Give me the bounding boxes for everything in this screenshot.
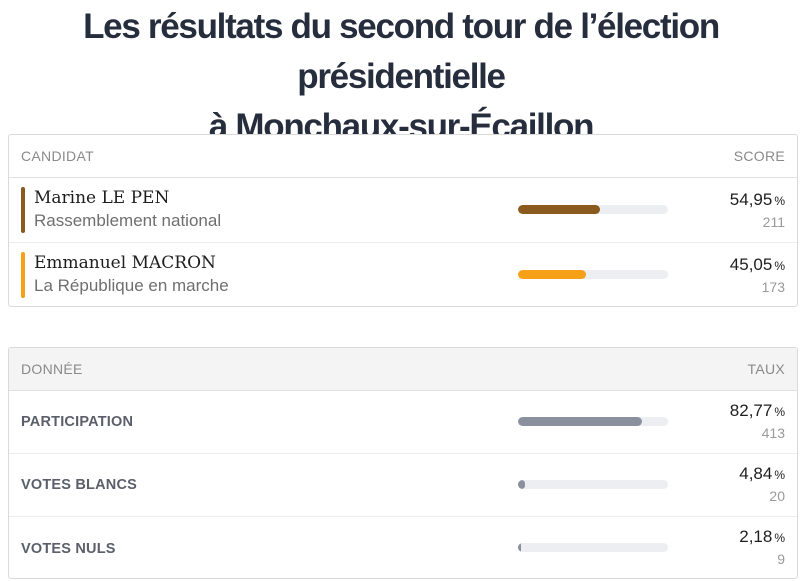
turnout-label: VOTES BLANCS <box>21 477 137 493</box>
candidate-row: Emmanuel MACRON La République en marche … <box>9 243 797 308</box>
turnout-row: VOTES BLANCS 4,84% 20 <box>9 454 797 517</box>
results-header: CANDIDAT SCORE <box>9 135 797 178</box>
turnout-label: PARTICIPATION <box>21 414 134 430</box>
rate-count: 9 <box>777 551 785 567</box>
rate-bar-track <box>518 543 668 552</box>
score-bar-track <box>518 205 668 214</box>
results-table: CANDIDAT SCORE Marine LE PEN Rassembleme… <box>8 134 798 307</box>
rate-count: 20 <box>769 488 785 504</box>
candidate-name: Marine LE PEN <box>34 188 170 208</box>
rate-bar-fill <box>518 543 522 552</box>
vote-count: 211 <box>762 214 785 230</box>
percent-unit: % <box>774 194 785 208</box>
rate-bar-fill <box>518 480 526 489</box>
header-candidat: CANDIDAT <box>21 148 94 164</box>
turnout-table: DONNÉE TAUX PARTICIPATION 82,77% 413 VOT… <box>8 347 798 579</box>
score-bar-fill <box>518 270 586 279</box>
rate-bar-track <box>518 417 668 426</box>
percent-unit: % <box>774 405 785 419</box>
rate-count: 413 <box>761 425 785 441</box>
header-taux: TAUX <box>747 361 785 377</box>
rate-percent: 2,18% <box>739 527 785 547</box>
candidate-name: Emmanuel MACRON <box>34 253 216 273</box>
rate-bar-track <box>518 480 668 489</box>
page-title-line1: Les résultats du second tour de l’électi… <box>83 7 720 96</box>
vote-count: 173 <box>761 279 785 295</box>
percent-unit: % <box>774 259 785 273</box>
rate-percent: 4,84% <box>739 464 785 484</box>
candidate-color-marker <box>21 187 25 233</box>
percent-unit: % <box>774 531 785 545</box>
candidate-row: Marine LE PEN Rassemblement national 54,… <box>9 178 797 243</box>
rate-percent-value: 82,77 <box>729 401 773 420</box>
score-bar-fill <box>518 205 601 214</box>
percent-unit: % <box>774 468 785 482</box>
turnout-header: DONNÉE TAUX <box>9 348 797 391</box>
score-percent: 45,05% <box>730 255 785 275</box>
page-title: Les résultats du second tour de l’électi… <box>0 2 802 152</box>
candidate-party: Rassemblement national <box>34 211 222 230</box>
score-percent-value: 54,95 <box>729 190 773 209</box>
rate-percent-value: 2,18 <box>739 527 773 546</box>
header-donnee: DONNÉE <box>21 361 83 377</box>
score-percent-value: 45,05 <box>729 255 773 274</box>
rate-bar-fill <box>518 417 643 426</box>
turnout-label: VOTES NULS <box>21 540 116 557</box>
rate-percent: 82,77% <box>730 401 785 421</box>
turnout-row: PARTICIPATION 82,77% 413 <box>9 391 797 454</box>
rate-percent-value: 4,84 <box>739 464 773 483</box>
header-score: SCORE <box>733 148 785 164</box>
score-bar-track <box>518 270 668 279</box>
score-percent: 54,95% <box>730 190 785 210</box>
candidate-color-marker <box>21 252 25 298</box>
turnout-row: VOTES NULS 2,18% 9 <box>9 517 797 580</box>
candidate-party: La République en marche <box>34 276 229 295</box>
